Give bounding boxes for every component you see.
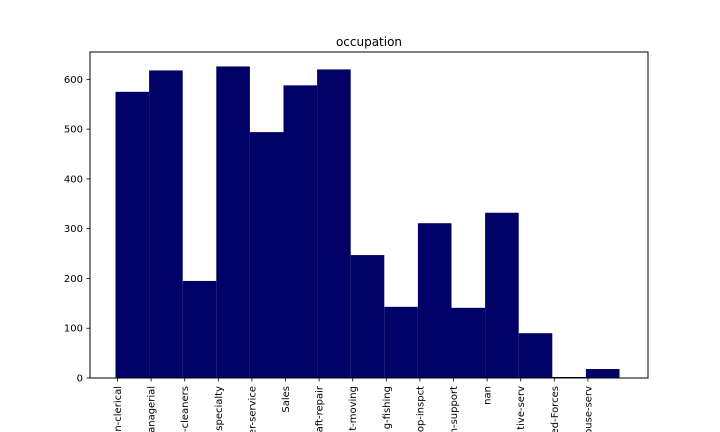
bar-12 [518, 333, 553, 378]
bar-7 [350, 255, 385, 378]
y-axis: 0 100 200 300 400 500 600 [64, 75, 90, 385]
bar-6 [317, 69, 351, 379]
bar-9 [417, 223, 452, 378]
bar-4 [249, 132, 284, 378]
x-tick-label-14: ouse-serv [583, 386, 594, 432]
bar-14 [585, 369, 620, 378]
x-tick-label-13: ed-Forces [550, 386, 561, 432]
y-tick-label-3: 300 [64, 224, 83, 235]
x-tick-label-10: n-support [449, 386, 460, 432]
y-tick-label-6: 600 [64, 75, 83, 86]
bar-5 [283, 85, 318, 378]
x-axis: n-clerical anagerial -cleaners specialty er-… [113, 378, 594, 432]
x-tick-label-6: aft-repair [315, 385, 326, 432]
y-tick-label-2: 200 [64, 274, 83, 285]
x-tick-label-9: op-inspct [415, 386, 426, 432]
x-tick-label-5: Sales [281, 386, 292, 413]
y-tick-label-5: 500 [64, 125, 83, 136]
x-tick-label-2: -cleaners [180, 386, 191, 432]
bar-10 [451, 307, 486, 378]
x-tick-label-7: t-moving [348, 386, 359, 431]
bar-3 [216, 66, 250, 379]
bar-8 [384, 306, 418, 378]
x-tick-label-11: nan [483, 386, 494, 405]
y-tick-label-1: 100 [64, 324, 83, 335]
plot-frame [89, 51, 649, 379]
bars-group [115, 66, 620, 379]
bar-1 [149, 70, 183, 379]
y-tick-label-4: 400 [64, 174, 83, 185]
bar-11 [485, 212, 519, 378]
chart-title: occupation [336, 35, 402, 49]
y-tick-label-0: 0 [77, 374, 83, 385]
x-tick-label-12: tive-serv [516, 386, 527, 430]
x-tick-label-0: n-clerical [113, 386, 124, 432]
x-tick-label-4: er-service [247, 386, 258, 432]
bar-0 [115, 91, 150, 378]
x-tick-label-1: anagerial [147, 386, 158, 432]
x-tick-label-8: g-fishing [382, 386, 393, 429]
bar-2 [182, 280, 217, 378]
x-tick-label-3: specialty [214, 386, 225, 431]
